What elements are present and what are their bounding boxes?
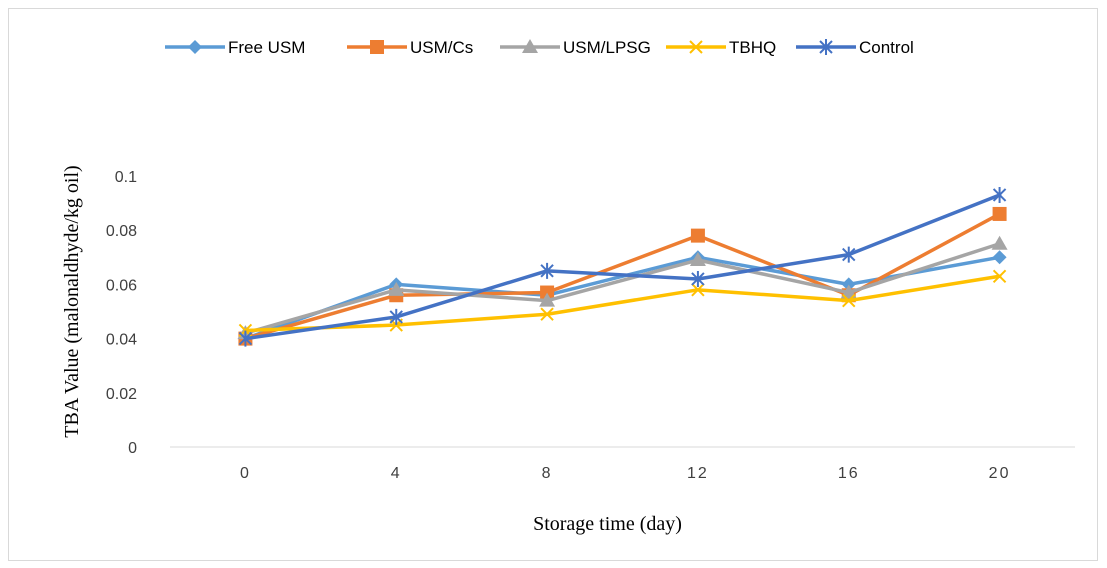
legend-label: Control <box>859 38 914 57</box>
data-point <box>540 307 554 321</box>
legend-marker <box>819 39 833 55</box>
y-tick-label: 0.02 <box>106 386 137 403</box>
legend-item: USM/LPSG <box>500 38 651 57</box>
legend-item: TBHQ <box>666 38 776 57</box>
y-tick-label: 0.1 <box>115 169 137 186</box>
data-point <box>238 330 253 347</box>
y-tick-label: 0 <box>128 440 137 457</box>
y-tick-label: 0.04 <box>106 332 137 349</box>
series-control <box>238 186 1007 347</box>
x-tick-label: 12 <box>687 465 709 482</box>
data-point <box>540 285 555 300</box>
series-line <box>243 242 1002 335</box>
y-tick-label: 0.08 <box>106 223 137 240</box>
x-tick-label: 20 <box>989 465 1011 482</box>
data-point <box>840 284 857 299</box>
data-point <box>389 308 403 325</box>
data-point <box>690 228 705 243</box>
data-point <box>540 262 554 279</box>
data-point <box>539 292 556 307</box>
legend-label: TBHQ <box>729 38 776 57</box>
data-point <box>842 246 856 263</box>
data-point <box>992 206 1007 221</box>
y-axis-ticks: 0 0.02 0.04 0.06 0.08 0.1 <box>106 169 137 457</box>
chart-frame <box>8 8 1098 561</box>
x-axis-title: Storage time (day) <box>533 513 682 535</box>
legend-marker <box>522 39 538 53</box>
x-tick-label: 0 <box>240 465 251 482</box>
series-line <box>243 193 1002 341</box>
x-tick-label: 8 <box>542 465 553 482</box>
data-point <box>992 250 1007 265</box>
legend-marker <box>370 40 384 54</box>
data-point <box>841 277 856 292</box>
legend-item: USM/Cs <box>347 38 473 57</box>
legend-label: Free USM <box>228 38 305 57</box>
legend: Free USM USM/Cs USM/LPSG TBHQ Control <box>165 38 914 57</box>
x-axis-ticks: 0 4 8 12 16 20 <box>240 465 1011 482</box>
series-line <box>243 212 1002 341</box>
legend-item: Free USM <box>165 38 305 57</box>
data-point <box>388 281 405 296</box>
y-tick-label: 0.06 <box>106 277 137 294</box>
series-line <box>243 274 1002 333</box>
x-tick-label: 16 <box>838 465 860 482</box>
data-point <box>842 293 856 308</box>
data-point <box>992 186 1007 203</box>
data-point <box>691 270 705 287</box>
data-point <box>992 269 1007 283</box>
legend-item: Control <box>796 38 914 57</box>
x-tick-label: 4 <box>391 465 402 482</box>
legend-label: USM/LPSG <box>563 38 651 57</box>
data-point <box>691 283 705 297</box>
data-point <box>689 252 706 267</box>
y-axis-title: TBA Value (malonaldhyde/kg oil) <box>61 165 83 437</box>
series-group <box>237 186 1008 347</box>
legend-marker <box>188 40 202 54</box>
legend-marker <box>689 40 703 54</box>
data-point <box>991 235 1008 250</box>
legend-label: USM/Cs <box>410 38 473 57</box>
